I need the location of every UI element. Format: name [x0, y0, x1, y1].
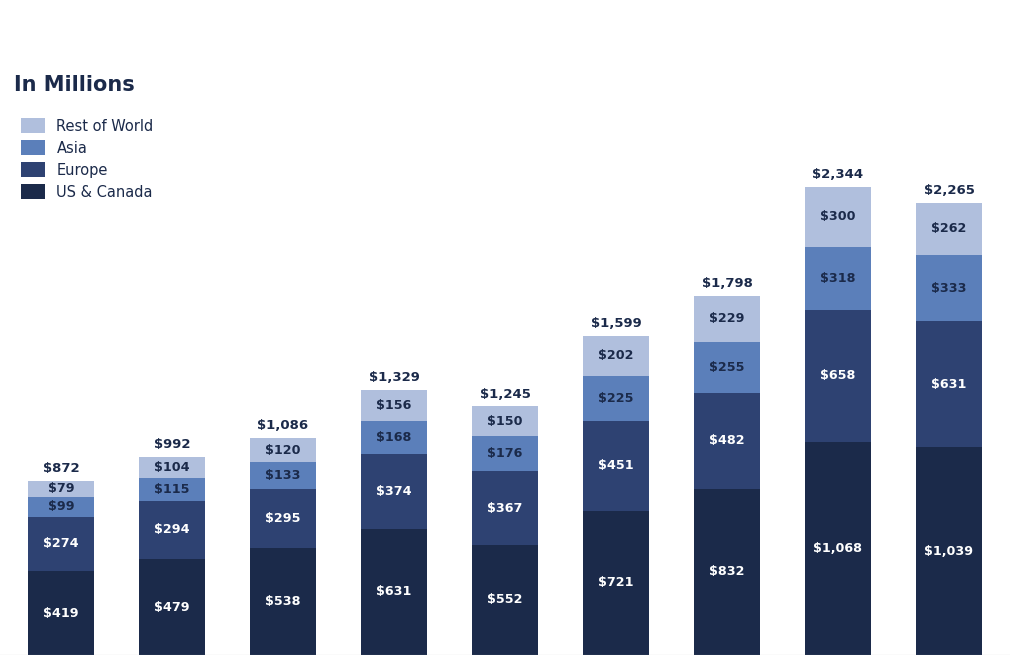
Bar — [916, 322, 983, 447]
Text: $255: $255 — [709, 360, 744, 373]
Text: $2,344: $2,344 — [812, 168, 864, 181]
Text: $99: $99 — [47, 500, 75, 513]
Text: $156: $156 — [377, 399, 412, 411]
Text: $115: $115 — [155, 483, 190, 496]
Text: $295: $295 — [266, 512, 301, 525]
Text: $721: $721 — [598, 576, 633, 590]
Text: $832: $832 — [709, 565, 744, 578]
Text: $658: $658 — [820, 369, 855, 383]
Text: $451: $451 — [598, 459, 634, 472]
Text: $1,039: $1,039 — [924, 545, 974, 557]
Bar — [472, 436, 538, 472]
Text: $479: $479 — [155, 601, 190, 614]
Bar — [138, 477, 205, 500]
Text: $318: $318 — [820, 272, 855, 285]
Text: $104: $104 — [155, 460, 190, 474]
Bar — [361, 529, 427, 655]
Text: $120: $120 — [266, 443, 301, 457]
Bar — [361, 454, 427, 529]
Text: $2,265: $2,265 — [923, 184, 975, 197]
Bar — [27, 481, 94, 496]
Bar — [27, 496, 94, 517]
Text: $79: $79 — [47, 482, 75, 495]
Text: Advertising Revenue by User Geography: Advertising Revenue by User Geography — [29, 34, 981, 76]
Text: $631: $631 — [931, 378, 967, 391]
Text: $133: $133 — [266, 469, 301, 482]
Bar — [583, 335, 649, 376]
Text: $1,599: $1,599 — [591, 317, 641, 330]
Bar — [805, 441, 872, 655]
Text: $168: $168 — [377, 431, 412, 444]
Bar — [138, 457, 205, 477]
Text: $176: $176 — [487, 447, 523, 460]
Bar — [361, 390, 427, 421]
Bar — [249, 462, 316, 489]
Bar — [916, 255, 983, 322]
Text: $1,798: $1,798 — [702, 277, 752, 290]
Text: $992: $992 — [154, 438, 190, 451]
Bar — [694, 392, 761, 489]
Text: $274: $274 — [43, 538, 79, 550]
Text: $374: $374 — [376, 485, 412, 498]
Text: $1,068: $1,068 — [813, 542, 863, 555]
Text: $150: $150 — [487, 415, 523, 428]
Text: $419: $419 — [43, 607, 79, 620]
Bar — [249, 548, 316, 655]
Bar — [249, 489, 316, 548]
Bar — [138, 500, 205, 559]
Text: $1,329: $1,329 — [369, 371, 419, 384]
Bar — [916, 202, 983, 255]
Text: $202: $202 — [598, 349, 633, 362]
Bar — [694, 296, 761, 341]
Bar — [138, 559, 205, 655]
Bar — [472, 406, 538, 436]
Text: $300: $300 — [820, 210, 855, 223]
Bar — [361, 421, 427, 454]
Bar — [27, 571, 94, 655]
Bar — [805, 247, 872, 310]
Bar — [916, 447, 983, 655]
Text: $631: $631 — [377, 586, 412, 599]
Text: In Millions: In Millions — [14, 75, 135, 95]
Bar — [694, 341, 761, 392]
Bar — [472, 545, 538, 655]
Bar — [583, 376, 649, 421]
Bar — [805, 310, 872, 441]
Text: $229: $229 — [709, 312, 744, 325]
Text: $367: $367 — [487, 502, 523, 515]
Bar — [27, 517, 94, 571]
Legend: Rest of World, Asia, Europe, US & Canada: Rest of World, Asia, Europe, US & Canada — [21, 119, 154, 200]
Text: $538: $538 — [266, 595, 301, 608]
Text: $262: $262 — [931, 222, 967, 235]
Text: $294: $294 — [155, 523, 190, 536]
Text: $1,086: $1,086 — [258, 419, 309, 432]
Bar — [805, 187, 872, 247]
Bar — [472, 472, 538, 545]
Bar — [694, 489, 761, 655]
Text: $333: $333 — [931, 282, 967, 295]
Text: $1,245: $1,245 — [480, 388, 530, 401]
Bar — [249, 438, 316, 462]
Bar — [583, 421, 649, 511]
Text: $225: $225 — [598, 392, 633, 405]
Text: $872: $872 — [42, 462, 80, 476]
Text: $552: $552 — [487, 593, 523, 607]
Text: $482: $482 — [709, 434, 744, 447]
Bar — [583, 511, 649, 655]
